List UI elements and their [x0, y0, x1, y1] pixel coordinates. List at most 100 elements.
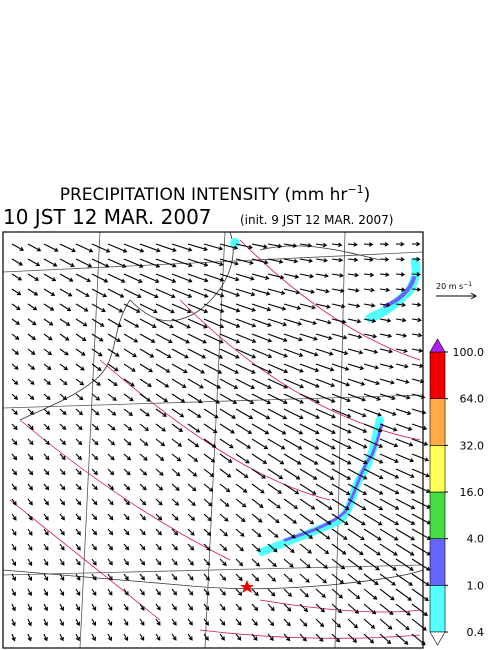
wind-arrow: [11, 633, 16, 642]
wind-arrow: [363, 603, 377, 615]
wind-arrow: [155, 513, 163, 521]
wind-arrow: [379, 242, 389, 247]
wind-arrow: [283, 603, 292, 612]
wind-arrow: [139, 633, 145, 641]
graticule-line: [2, 394, 424, 409]
wind-arrow: [283, 288, 301, 295]
wind-arrow: [379, 543, 398, 556]
wind-arrow: [363, 272, 375, 278]
wind-arrow: [411, 332, 423, 338]
wind-arrow: [379, 287, 391, 293]
wind-arrow: [107, 438, 116, 446]
wind-arrow: [267, 468, 284, 480]
wind-arrow: [347, 588, 361, 600]
wind-arrow: [219, 528, 228, 537]
wind-arrow: [219, 543, 228, 552]
wind-arrow: [123, 453, 132, 461]
wind-arrow: [11, 468, 18, 476]
wind-arrow: [59, 573, 65, 581]
wind-arrow: [171, 303, 192, 314]
wind-arrow: [347, 438, 368, 449]
wind-arrow: [267, 618, 275, 627]
wind-arrow: [43, 363, 52, 371]
wind-arrow: [363, 257, 374, 262]
wind-arrow: [139, 603, 145, 611]
wind-arrow: [171, 558, 178, 566]
colorbar-segment: [429, 491, 446, 539]
wind-arrow: [43, 438, 50, 446]
wind-arrow: [107, 513, 114, 521]
wind-arrow: [11, 393, 19, 400]
wind-arrow: [27, 333, 36, 341]
wind-arrow: [171, 633, 177, 641]
wind-arrow: [11, 318, 20, 325]
wind-arrow: [379, 513, 400, 526]
wind-arrow: [267, 543, 278, 553]
wind-arrow: [123, 528, 130, 536]
wind-arrow: [171, 483, 180, 491]
wind-arrow: [347, 573, 362, 585]
wind-arrow: [363, 318, 377, 324]
wind-arrow: [379, 453, 399, 463]
wind-arrow: [251, 393, 272, 405]
wind-arrow: [251, 513, 263, 523]
contour: [19, 419, 231, 561]
wind-arrow: [91, 318, 105, 327]
wind-arrow: [379, 498, 400, 510]
wind-arrow: [43, 528, 49, 536]
wind-arrow: [331, 468, 352, 480]
wind-arrow: [219, 303, 241, 313]
wind-arrow: [187, 483, 197, 492]
wind-arrow: [283, 258, 299, 264]
wind-arrow: [251, 483, 265, 494]
wind-arrow: [107, 633, 113, 642]
wind-arrow: [347, 242, 358, 247]
wind-arrow: [331, 348, 349, 356]
wind-arrow: [123, 543, 130, 551]
wind-arrow: [27, 273, 40, 281]
wind-arrow: [123, 513, 130, 521]
wind-arrow: [155, 453, 165, 461]
wind-arrow: [315, 408, 336, 419]
wind-arrow: [75, 363, 85, 371]
wind-arrow: [395, 348, 408, 354]
wind-arrow: [203, 498, 213, 507]
wind-arrow: [299, 453, 319, 465]
wind-arrow: [395, 633, 409, 645]
wind-arrow: [347, 528, 365, 541]
wind-arrow: [155, 288, 176, 299]
wind-arrow: [43, 543, 49, 551]
graticule-line: [334, 231, 346, 649]
wind-arrow: [331, 257, 344, 263]
wind-arrow: [219, 558, 227, 566]
wind-arrow: [11, 513, 17, 521]
wind-arrow: [75, 543, 81, 551]
wind-arrow: [219, 318, 241, 328]
wind-arrow: [59, 528, 65, 536]
wind-arrow: [59, 258, 75, 267]
wind-arrow: [11, 498, 17, 506]
wind-arrow: [203, 348, 224, 359]
wind-arrow: [139, 243, 161, 253]
wind-arrow: [91, 258, 110, 268]
wind-arrow: [363, 618, 376, 629]
wind-arrow: [315, 318, 332, 325]
wind-arrow: [379, 528, 399, 541]
wind-arrow: [283, 528, 296, 539]
wind-arrow: [107, 273, 126, 283]
wind-arrow: [203, 273, 225, 282]
wind-arrow: [331, 543, 347, 555]
wind-arrow: [155, 483, 164, 491]
wind-arrow: [379, 633, 392, 645]
wind-arrow: [395, 272, 406, 277]
wind-arrow: [347, 272, 359, 278]
wind-arrow: [171, 288, 193, 299]
wind-arrow: [139, 483, 147, 491]
wind-arrow: [235, 423, 253, 434]
wind-arrow: [91, 243, 111, 253]
wind-arrow: [331, 363, 350, 371]
wind-arrow: [75, 453, 82, 461]
wind-arrow: [107, 303, 124, 313]
wind-arrow: [187, 393, 203, 404]
wind-arrow: [331, 558, 346, 570]
